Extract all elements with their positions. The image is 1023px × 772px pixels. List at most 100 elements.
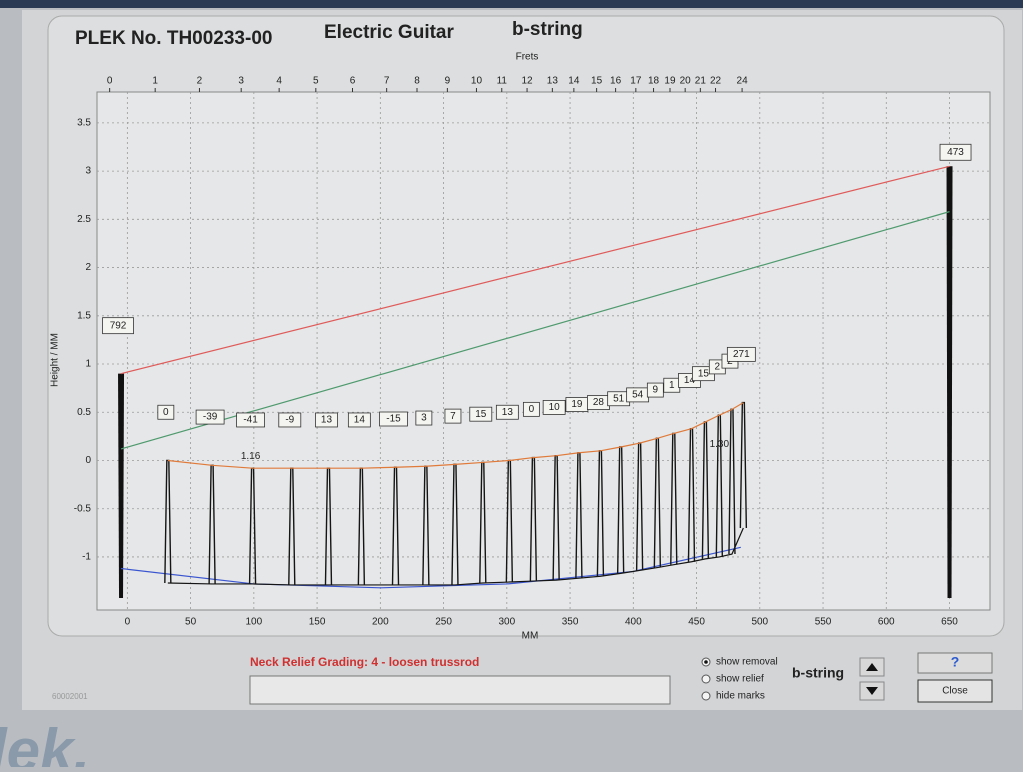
removal-box: [278, 412, 302, 428]
x2-tick-label: 15: [591, 76, 603, 87]
nut-bar: [118, 373, 125, 598]
removal-box: [646, 382, 664, 398]
x2-tick-label: 3: [238, 76, 244, 87]
x2-tick-label: 12: [521, 76, 533, 87]
logo: lek.: [0, 717, 90, 767]
x-tick-label: 500: [751, 617, 768, 628]
removal-box: [495, 404, 519, 420]
radio-dot: [704, 660, 708, 664]
help-label: ?: [951, 654, 960, 670]
removal-box: [195, 409, 225, 425]
radio-label: hide marks: [716, 691, 765, 702]
close-button[interactable]: [917, 679, 993, 703]
removal-label: -9: [285, 415, 294, 426]
x-tick-label: 100: [246, 617, 263, 628]
up-arrow: [866, 663, 878, 671]
y-tick-label: 0.5: [77, 407, 91, 418]
radio-button[interactable]: [701, 674, 711, 684]
code: 60002001: [52, 692, 88, 701]
removal-label: 15: [698, 368, 710, 379]
radio-label: show relief: [716, 674, 764, 685]
grading-text: Neck Relief Grading: 4 - loosen trussrod: [250, 655, 479, 669]
x2-tick-label: 7: [384, 76, 390, 87]
radio-group: show removal show relief hide marks: [701, 657, 778, 702]
x2-tick-label: 22: [710, 76, 722, 87]
removal-box: [415, 410, 433, 426]
removal-label: 0: [529, 404, 535, 415]
x2-tick-label: 19: [664, 76, 676, 87]
input-field[interactable]: [249, 675, 671, 705]
x-tick-label: 300: [498, 617, 515, 628]
x2-tick-label: 1: [152, 76, 158, 87]
x2-tick-label: 13: [547, 76, 559, 87]
plot-area: [96, 91, 991, 611]
x2-tick-label: 18: [648, 76, 660, 87]
removal-label: -41: [243, 415, 258, 426]
fret-spike: [739, 401, 748, 529]
removal-box: [157, 404, 175, 420]
bridge-label-box: [939, 143, 972, 161]
removal-label: 28: [593, 397, 605, 408]
close-label: Close: [942, 686, 968, 697]
removal-label: 54: [632, 390, 644, 401]
x-tick-label: 250: [435, 617, 452, 628]
x2-tick-label: 20: [680, 76, 692, 87]
x2-tick-label: 6: [350, 76, 356, 87]
y-tick-label: 2.5: [77, 214, 91, 225]
string-name: b-string: [512, 19, 583, 40]
removal-label: 15: [475, 409, 487, 420]
x2-tick-label: 16: [610, 76, 622, 87]
x2-tick-label: 21: [695, 76, 707, 87]
removal-label: 13: [502, 407, 514, 418]
series-line: [120, 546, 741, 589]
x-tick-label: 0: [125, 617, 131, 628]
nut-label: 792: [110, 320, 127, 331]
radio-button[interactable]: [701, 691, 711, 701]
down-arrow: [866, 687, 878, 695]
removal-box: [469, 406, 493, 422]
x2-tick-label: 8: [414, 76, 420, 87]
removal-label: 14: [684, 375, 696, 386]
removal-label: 19: [571, 399, 583, 410]
removal-label: 0: [163, 407, 169, 418]
x2-tick-label: 0: [107, 76, 113, 87]
removal-label: 13: [321, 415, 333, 426]
x-tick-label: 350: [562, 617, 579, 628]
x2-tick-label: 9: [445, 76, 451, 87]
radio-label: show removal: [716, 657, 778, 668]
y-tick-label: 0: [85, 455, 91, 466]
removal-box: [444, 408, 462, 424]
y-tick-label: -1: [82, 552, 91, 563]
y-tick-label: 1.5: [77, 310, 91, 321]
x2-tick-label: 11: [497, 76, 508, 87]
removal-label: -15: [386, 414, 401, 425]
x-tick-label: 150: [309, 617, 326, 628]
removal-box: [522, 401, 540, 417]
plot: -1-0.500.511.522.533.50 50 100 150 200 250 300…: [74, 76, 990, 628]
crown-line: [167, 402, 744, 469]
string-selector: b-string: [792, 665, 844, 681]
x2-tick-label: 5: [313, 76, 319, 87]
removal-label: 1: [669, 380, 675, 391]
bridge-bar: [946, 166, 953, 598]
y-tick-label: 2: [85, 262, 91, 273]
removal-label: 14: [354, 415, 366, 426]
annotation: 1.30: [710, 439, 730, 450]
removal-box: [236, 412, 265, 428]
x2-tick-label: 14: [568, 76, 580, 87]
y-tick-label: 1: [85, 359, 91, 370]
help-button[interactable]: [917, 652, 993, 674]
removal-label: -39: [203, 412, 218, 423]
series-line: [120, 211, 950, 450]
removal-box: [379, 411, 408, 427]
instrument: Electric Guitar: [324, 22, 454, 43]
x2-tick-label: 2: [197, 76, 203, 87]
removal-label: 2: [715, 362, 721, 373]
removal-box: [726, 346, 756, 362]
x-tick-label: 450: [688, 617, 705, 628]
y-tick-label: 3: [85, 166, 91, 177]
x-tick-label: 400: [625, 617, 642, 628]
y-tick-label: 3.5: [77, 118, 91, 129]
